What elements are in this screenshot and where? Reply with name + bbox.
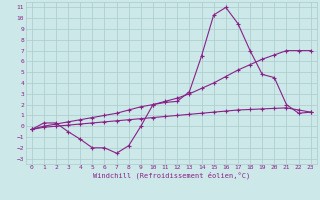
X-axis label: Windchill (Refroidissement éolien,°C): Windchill (Refroidissement éolien,°C) <box>92 172 250 179</box>
